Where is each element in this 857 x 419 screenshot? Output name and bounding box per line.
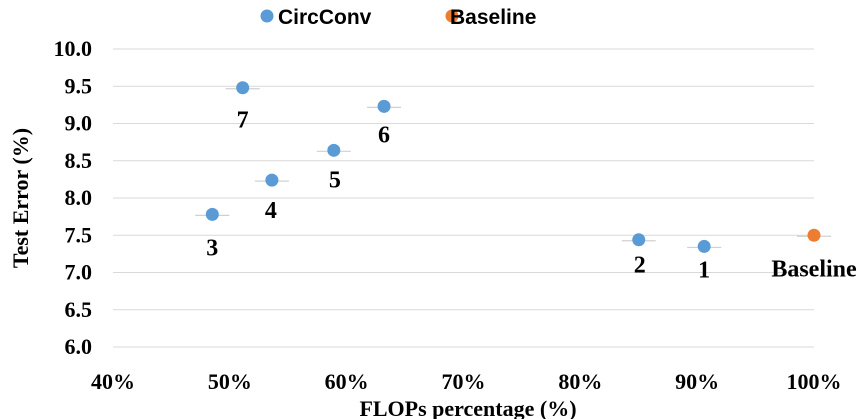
x-tick-label: 100% bbox=[787, 369, 842, 394]
gridlines bbox=[113, 48, 814, 348]
data-point bbox=[807, 228, 821, 242]
data-point bbox=[632, 233, 646, 247]
legend-label: CircConv bbox=[278, 6, 372, 29]
point-label: 1 bbox=[698, 257, 710, 283]
point-label: 6 bbox=[378, 122, 390, 148]
y-tick-label: 6.0 bbox=[65, 334, 93, 359]
point-label: 2 bbox=[634, 253, 646, 279]
x-tick-label: 80% bbox=[558, 369, 602, 394]
data-point bbox=[265, 173, 279, 187]
legend: CircConv Baseline bbox=[260, 6, 536, 29]
point-labels: 1 2 3 4 5 6 7 Baseline bbox=[206, 108, 857, 284]
y-tick-label: 8.5 bbox=[65, 148, 93, 173]
y-tick-labels: 6.0 6.5 7.0 7.5 8.0 8.5 9.0 9.5 10.0 bbox=[54, 36, 93, 359]
data-point bbox=[236, 81, 250, 95]
data-point bbox=[697, 239, 711, 253]
legend-label: Baseline bbox=[450, 6, 536, 29]
point-label: 3 bbox=[206, 235, 218, 261]
point-label: 5 bbox=[329, 167, 341, 193]
y-axis-title: Test Error (%) bbox=[8, 128, 33, 268]
x-tick-label: 90% bbox=[675, 369, 719, 394]
data-point bbox=[377, 99, 391, 113]
y-tick-label: 9.0 bbox=[65, 111, 93, 136]
y-tick-label: 9.5 bbox=[65, 73, 93, 98]
x-tick-label: 40% bbox=[91, 369, 135, 394]
point-label: 4 bbox=[265, 198, 277, 224]
data-points bbox=[195, 81, 831, 253]
y-tick-label: 6.5 bbox=[65, 297, 93, 322]
legend-marker bbox=[445, 9, 459, 23]
legend-marker bbox=[260, 9, 274, 23]
data-point bbox=[205, 207, 219, 221]
x-axis-title: FLOPs percentage (%) bbox=[359, 396, 576, 419]
y-tick-label: 8.0 bbox=[65, 185, 93, 210]
x-tick-label: 70% bbox=[442, 369, 486, 394]
x-tick-label: 60% bbox=[325, 369, 369, 394]
point-label: 7 bbox=[237, 108, 249, 134]
y-tick-label: 10.0 bbox=[54, 36, 93, 61]
data-point bbox=[327, 143, 341, 157]
y-tick-label: 7.0 bbox=[65, 260, 93, 285]
y-tick-label: 7.5 bbox=[65, 222, 93, 247]
point-label: Baseline bbox=[771, 256, 857, 282]
x-tick-labels: 40% 50% 60% 70% 80% 90% 100% bbox=[91, 369, 842, 394]
x-tick-label: 50% bbox=[208, 369, 252, 394]
